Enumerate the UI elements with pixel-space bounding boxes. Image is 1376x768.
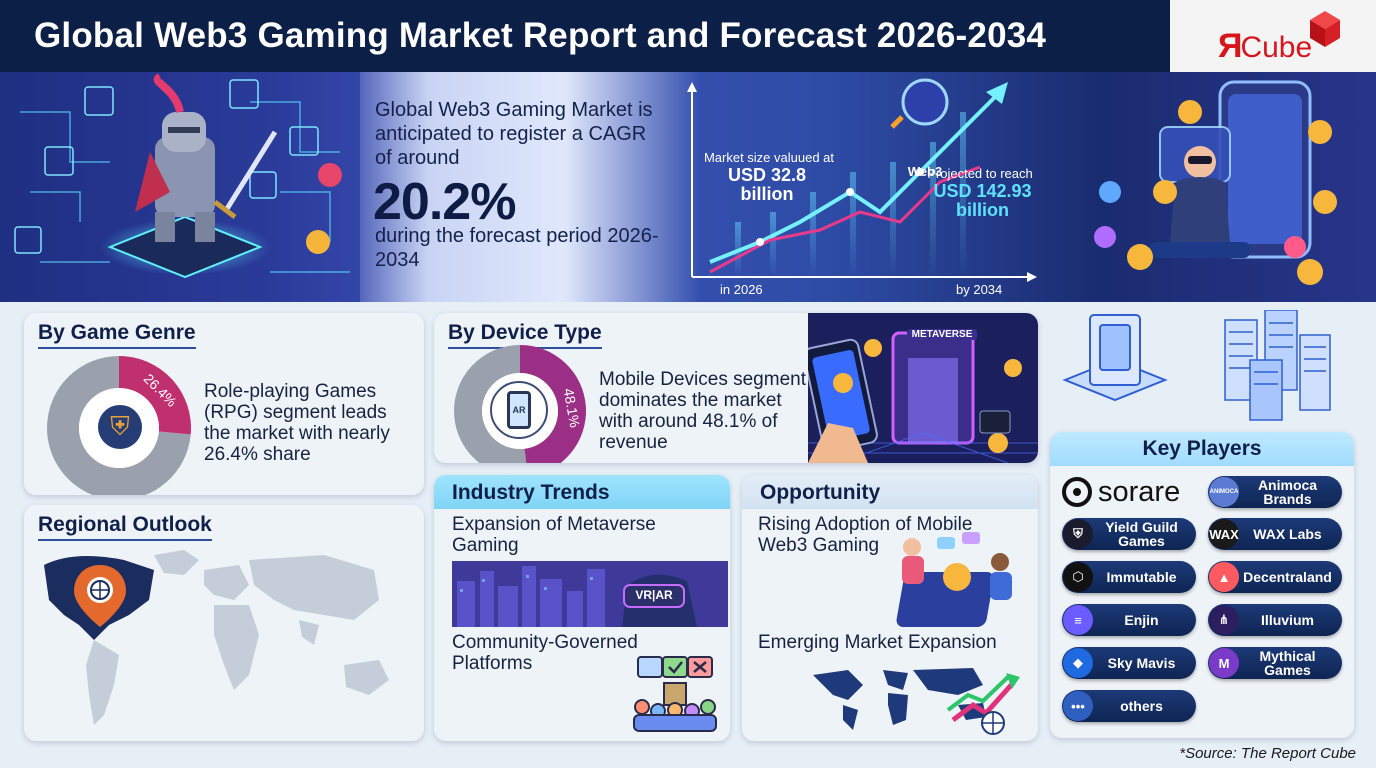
header-bar: Global Web3 Gaming Market Report and For…	[0, 0, 1170, 72]
key-player-label: Animoca Brands	[1257, 477, 1318, 507]
trends-title: Industry Trends	[434, 475, 730, 509]
donut-highlight-segment	[119, 356, 191, 435]
donut-remainder-segment	[454, 345, 527, 463]
key-player-label: others	[1120, 698, 1163, 714]
key-player-label: WAX Labs	[1253, 526, 1322, 542]
key-player-label: Sky Mavis	[1107, 655, 1176, 671]
world-map	[44, 550, 389, 725]
hero-copy-bg	[360, 72, 700, 302]
key-player-mythical-games: M Mythical Games	[1208, 647, 1342, 679]
sorare-label: sorare	[1098, 475, 1181, 508]
key-player-label: Yield Guild Games	[1105, 519, 1178, 549]
key-player-immutable: ⬡ Immutable	[1062, 561, 1196, 593]
key-player-decentraland: ▲ Decentraland	[1208, 561, 1342, 593]
decentraland-logo-icon: ▲	[1209, 562, 1239, 592]
vr-gamer-illustration	[1094, 80, 1337, 285]
genre-title: By Game Genre	[38, 321, 196, 349]
animoca-logo-icon: ANIMOCA	[1209, 477, 1239, 507]
emerging-market-map	[813, 668, 1020, 735]
key-player-illuvium: ⋔ Illuvium	[1208, 604, 1342, 636]
more-dots-icon: •••	[1063, 691, 1093, 721]
mobile-users-illustration	[896, 532, 1012, 627]
key-players-card: Key Players sorare ANIMOCA Animoca Brands…	[1050, 432, 1354, 738]
market-size-label: Market size valuued at	[703, 150, 835, 165]
key-player-label: Immutable	[1106, 569, 1177, 585]
genre-card: By Game Genre 26.4% ⛨ Role-playing Games…	[24, 313, 424, 495]
hero-period-text: during the forecast period 2026-2034	[375, 225, 659, 271]
axis-end-label: by 2034	[956, 282, 1003, 297]
web3-badge-text: Web3	[907, 164, 943, 179]
regional-title: Regional Outlook	[38, 513, 212, 541]
vr-headset-label: VR|AR	[635, 588, 673, 602]
donut-highlight-segment	[520, 345, 586, 463]
donut-remainder-segment	[47, 356, 191, 495]
key-player-sky-mavis: ◆ Sky Mavis	[1062, 647, 1196, 679]
hero-intro-text: Global Web3 Gaming Market is anticipated…	[375, 99, 653, 169]
ar-screen-label: AR	[507, 391, 531, 429]
key-player-yield-guild-games: ⛨ Yield Guild Games	[1062, 518, 1196, 550]
red-cube-icon	[1310, 11, 1340, 47]
key-player-wax-labs: WAX WAX Labs	[1208, 518, 1342, 550]
key-player-animoca-brands: ANIMOCA Animoca Brands	[1208, 476, 1342, 508]
genre-description: Role-playing Games (RPG) segment leads t…	[204, 381, 390, 465]
device-title: By Device Type	[448, 321, 602, 349]
genre-shield-icon: ⛨	[98, 405, 142, 449]
mythical-logo-icon: M	[1209, 648, 1239, 678]
community-vote-icon	[633, 656, 717, 732]
knight-illustration	[14, 73, 350, 279]
source-note: *Source: The Report Cube	[1179, 745, 1356, 762]
trends-card: Industry Trends Expansion of Metaverse G…	[434, 475, 730, 741]
enjin-logo-icon: ≡	[1063, 605, 1093, 635]
key-player-label: Enjin	[1124, 612, 1159, 628]
projected-value: USD 142.93 billion	[933, 181, 1032, 220]
illuvium-logo-icon: ⋔	[1209, 605, 1239, 635]
immutable-logo-icon: ⬡	[1063, 562, 1093, 592]
wax-logo-icon: WAX	[1209, 519, 1239, 549]
hero-banner: Global Web3 Gaming Market is anticipated…	[0, 72, 1376, 302]
donut-percent-label: 48.1%	[561, 387, 584, 429]
blockchain-servers-illustration	[1062, 310, 1331, 421]
growth-chart	[687, 78, 1037, 282]
report-cube-logo: ЯCube	[1170, 0, 1376, 72]
logo-r-letter: Я	[1218, 27, 1242, 65]
regional-card: Regional Outlook	[24, 505, 424, 741]
key-players-title: Key Players	[1050, 432, 1354, 466]
key-player-others: ••• others	[1062, 690, 1196, 722]
city-vr-illustration	[452, 561, 728, 627]
page-title: Global Web3 Gaming Market Report and For…	[34, 16, 1047, 55]
opportunity-mobile-text: Rising Adoption of Mobile Web3 Gaming	[758, 514, 973, 556]
opportunity-title: Opportunity	[742, 475, 1038, 509]
device-card: By Device Type 48.1% AR Mobile Devices s…	[434, 313, 1038, 463]
skymavis-logo-icon: ◆	[1063, 648, 1093, 678]
mobile-device-icon: AR	[490, 381, 548, 439]
market-size-value: USD 32.8 billion	[727, 165, 807, 204]
sorare-icon	[1062, 477, 1092, 507]
opportunity-emerging-text: Emerging Market Expansion	[758, 632, 997, 653]
ygg-shield-icon: ⛨	[1063, 519, 1093, 549]
web3-badge-icon	[901, 78, 949, 126]
trend-governance-text: Community-Governed Platforms	[452, 632, 638, 674]
key-player-enjin: ≡ Enjin	[1062, 604, 1196, 636]
logo-text: Cube	[1240, 31, 1313, 64]
axis-start-label: in 2026	[720, 282, 763, 297]
sorare-logo: sorare	[1062, 476, 1180, 508]
metaverse-banner: METAVERSE	[907, 329, 977, 340]
key-player-label: Mythical Games	[1259, 648, 1316, 678]
opportunity-card: Opportunity Rising Adoption of Mobile We…	[742, 475, 1038, 741]
projected-label: Projected to reach	[927, 166, 1033, 181]
key-player-label: Illuvium	[1261, 612, 1314, 628]
cagr-value: 20.2%	[373, 173, 516, 231]
device-description: Mobile Devices segment dominates the mar…	[599, 369, 806, 453]
trend-metaverse-text: Expansion of Metaverse Gaming	[452, 514, 656, 556]
key-player-label: Decentraland	[1243, 569, 1332, 585]
metaverse-illustration	[808, 313, 1038, 463]
